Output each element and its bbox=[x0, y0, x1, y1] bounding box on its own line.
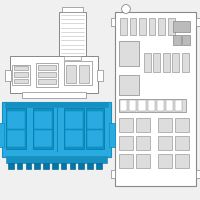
Bar bbox=[119, 75, 139, 95]
Bar bbox=[59, 12, 86, 56]
Bar bbox=[136, 136, 150, 150]
Bar bbox=[14, 72, 28, 77]
Bar bbox=[182, 35, 190, 45]
Bar bbox=[111, 18, 115, 26]
Bar bbox=[196, 170, 200, 178]
Bar bbox=[175, 118, 189, 132]
Bar bbox=[12, 65, 30, 85]
Bar bbox=[17, 163, 22, 169]
Bar bbox=[64, 56, 81, 60]
Bar bbox=[158, 154, 172, 168]
Bar bbox=[34, 163, 40, 169]
Bar bbox=[87, 130, 103, 147]
Bar bbox=[14, 79, 28, 83]
Bar bbox=[175, 136, 189, 150]
Bar bbox=[7, 111, 25, 128]
Bar bbox=[38, 72, 56, 77]
Bar bbox=[119, 154, 133, 168]
Bar bbox=[65, 130, 83, 147]
Bar bbox=[136, 154, 150, 168]
Bar bbox=[163, 53, 170, 72]
Bar bbox=[175, 154, 189, 168]
Bar bbox=[86, 108, 104, 149]
Bar bbox=[119, 136, 133, 150]
Bar bbox=[38, 65, 56, 70]
Bar bbox=[5, 102, 108, 107]
Bar bbox=[96, 163, 102, 169]
Bar bbox=[10, 56, 98, 93]
Bar bbox=[65, 111, 83, 128]
Bar bbox=[173, 21, 190, 32]
Bar bbox=[139, 18, 146, 35]
Bar bbox=[120, 100, 127, 111]
Bar bbox=[158, 18, 165, 35]
Bar bbox=[173, 35, 181, 45]
Bar bbox=[64, 61, 92, 85]
Bar bbox=[129, 100, 136, 111]
Bar bbox=[153, 53, 160, 72]
Bar bbox=[0, 123, 4, 147]
Bar bbox=[78, 163, 84, 169]
Bar bbox=[70, 163, 75, 169]
Bar bbox=[97, 70, 103, 81]
Bar bbox=[5, 70, 11, 81]
Bar bbox=[109, 123, 115, 147]
Bar bbox=[149, 18, 155, 35]
Bar bbox=[38, 79, 56, 84]
Bar bbox=[115, 12, 196, 186]
Bar bbox=[182, 53, 189, 72]
Bar bbox=[196, 18, 200, 26]
Bar bbox=[130, 18, 136, 35]
Bar bbox=[158, 118, 172, 132]
Bar bbox=[166, 100, 173, 111]
Bar bbox=[119, 99, 186, 112]
Bar bbox=[157, 100, 164, 111]
Bar bbox=[87, 163, 93, 169]
Bar bbox=[120, 18, 127, 35]
Bar bbox=[136, 118, 150, 132]
Bar bbox=[43, 163, 49, 169]
Bar bbox=[33, 108, 53, 149]
Bar bbox=[87, 111, 103, 128]
Bar bbox=[175, 100, 182, 111]
Bar bbox=[34, 111, 52, 128]
Bar bbox=[119, 41, 139, 66]
Bar bbox=[8, 163, 14, 169]
Bar bbox=[119, 118, 133, 132]
Bar bbox=[26, 163, 31, 169]
Bar bbox=[172, 53, 179, 72]
Bar bbox=[52, 163, 58, 169]
Bar bbox=[148, 100, 155, 111]
Bar bbox=[7, 130, 25, 147]
Bar bbox=[36, 63, 58, 87]
Bar bbox=[158, 136, 172, 150]
Bar bbox=[79, 65, 89, 83]
Bar bbox=[64, 108, 84, 149]
Bar bbox=[66, 65, 76, 83]
Bar bbox=[168, 18, 175, 35]
Bar bbox=[34, 130, 52, 147]
Bar bbox=[6, 108, 26, 149]
Bar bbox=[144, 53, 151, 72]
Bar bbox=[22, 92, 86, 98]
Bar bbox=[61, 163, 66, 169]
Bar bbox=[111, 170, 115, 178]
Circle shape bbox=[122, 5, 130, 13]
Bar bbox=[6, 156, 107, 163]
Bar bbox=[14, 66, 28, 70]
Bar bbox=[62, 7, 83, 12]
Bar bbox=[2, 102, 111, 157]
Bar bbox=[138, 100, 146, 111]
